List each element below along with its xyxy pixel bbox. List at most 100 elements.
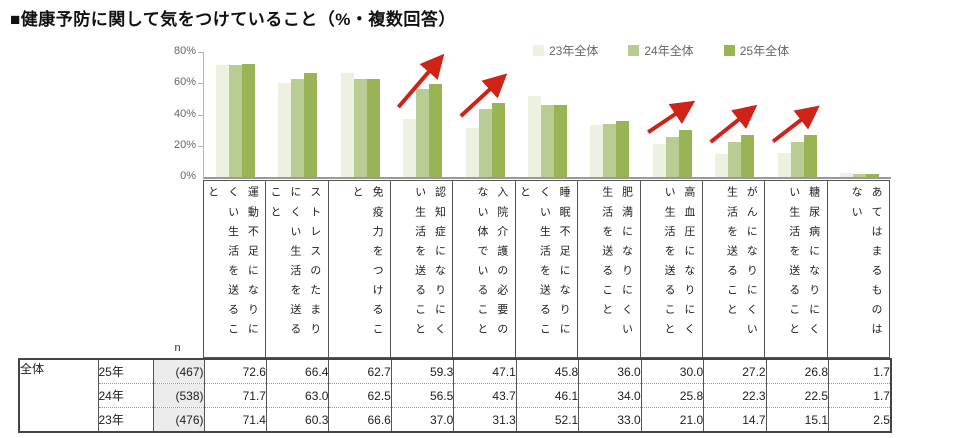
- category-label: 認知症になりにくい生活を送ること: [391, 181, 454, 357]
- table-year-cell: 24年: [97, 383, 153, 408]
- y-axis-tick-label: 40%: [173, 107, 196, 120]
- table-value-cell: 45.8: [515, 359, 579, 384]
- table-value-cell: 26.8: [765, 359, 829, 384]
- bar: [590, 125, 604, 177]
- legend-label: 23年全体: [549, 44, 599, 58]
- bar: [652, 144, 666, 177]
- table-value-cell: 71.4: [203, 407, 267, 432]
- table-value-cell: 27.2: [703, 359, 767, 384]
- bar: [803, 135, 817, 177]
- bar: [366, 79, 380, 177]
- category-label: 睡眠不足になりにくい生活を送ること: [516, 181, 579, 357]
- table-value-cell: 36.0: [578, 359, 642, 384]
- category-label: ストレスのたまりにくい生活を送ること: [266, 181, 329, 357]
- y-axis-tick: [198, 114, 203, 116]
- legend-swatch: [533, 45, 544, 56]
- legend-swatch: [723, 45, 735, 56]
- y-axis-tick: [198, 52, 203, 53]
- table-group-label: 全体: [18, 359, 98, 432]
- table-value-cell: 52.1: [515, 407, 579, 432]
- table-value-cell: 25.8: [640, 383, 704, 408]
- y-axis-tick: [198, 145, 203, 147]
- bar-group: [579, 52, 641, 177]
- table-value-cell: 34.0: [578, 383, 642, 408]
- y-axis-tick-label: 80%: [173, 45, 196, 57]
- n-column-header: n: [174, 342, 181, 354]
- table-value-cell: 63.0: [265, 383, 329, 408]
- bar: [616, 120, 630, 177]
- table-value-cell: 72.6: [203, 359, 267, 384]
- table-value-cell: 31.3: [453, 407, 517, 432]
- bar: [540, 104, 554, 177]
- bar: [866, 174, 880, 177]
- table-value-cell: 59.3: [390, 359, 454, 384]
- table-value-cell: 22.5: [765, 383, 829, 408]
- table-value-cell: 37.0: [390, 407, 454, 432]
- table-value-cell: 33.0: [578, 407, 642, 432]
- category-label: がんになりにくい生活を送ること: [703, 181, 766, 357]
- bar-group: [391, 52, 453, 177]
- table-n-cell: (476): [152, 407, 204, 432]
- table-value-cell: 1.7: [828, 359, 891, 384]
- table-value-cell: 15.1: [765, 407, 829, 432]
- data-table: 全体 25年 (467) 72.6 66.4 62.7 59.3 47.1 45.8 36.0 30…: [18, 358, 892, 433]
- table-value-cell: 60.3: [265, 407, 329, 432]
- table-value-cell: 1.7: [828, 383, 891, 408]
- table-value-cell: 62.7: [328, 359, 392, 384]
- table-n-cell: (538): [152, 383, 204, 408]
- bar-group: [641, 52, 703, 177]
- legend-label: 25年全体: [739, 44, 790, 58]
- chart-plot-area: [203, 52, 891, 179]
- table-year-cell: 25年: [97, 359, 153, 384]
- table-value-cell: 56.5: [390, 383, 454, 408]
- bar: [790, 141, 804, 177]
- bar: [491, 103, 505, 177]
- category-label: 運動不足になりにくい生活を送ること: [204, 181, 267, 357]
- bar-group: [516, 52, 578, 177]
- bar: [291, 78, 305, 177]
- bar: [777, 153, 791, 177]
- table-row: 24年 (538) 71.7 63.0 62.5 56.5 43.7 46.1 34.0 25.8…: [19, 383, 891, 408]
- category-label: 免疫力をつけること: [329, 181, 392, 357]
- bar: [429, 84, 443, 177]
- table-year-cell: 23年: [97, 407, 153, 432]
- bar: [278, 82, 292, 177]
- bar-group: [704, 52, 766, 177]
- table-value-cell: 21.0: [640, 407, 704, 432]
- category-label: 高血圧になりにくい生活を送ること: [641, 181, 703, 357]
- bar: [340, 72, 354, 177]
- chart-legend: 23年全体 24年全体 25年全体: [533, 42, 789, 59]
- bar: [728, 142, 742, 177]
- category-label: あてはまるものはない: [850, 186, 882, 343]
- bar: [553, 105, 567, 177]
- table-value-cell: 62.5: [328, 383, 392, 408]
- table-row: 全体 25年 (467) 72.6 66.4 62.7 59.3 47.1 45.8 36.0 30…: [18, 359, 891, 432]
- y-axis-tick-label: 20%: [173, 138, 196, 151]
- bar-group: [766, 52, 828, 177]
- category-label: 糖尿病になりにくい生活を送ること: [765, 181, 828, 357]
- y-axis-tick-label: 0%: [180, 170, 196, 182]
- legend-swatch: [628, 45, 640, 56]
- bar: [465, 128, 479, 177]
- table-value-cell: 43.7: [453, 383, 517, 408]
- bar: [603, 123, 617, 177]
- bar: [853, 174, 867, 177]
- bar-group: [454, 52, 516, 177]
- category-label: 入院介護の必要のない体でいること: [453, 181, 516, 357]
- table-value-cell: 66.6: [328, 407, 392, 432]
- table-n-cell: (467): [152, 359, 204, 384]
- legend-item: 24年全体: [628, 42, 694, 59]
- table-value-cell: 30.0: [640, 359, 704, 384]
- bar: [215, 65, 229, 177]
- table-value-cell: 47.1: [453, 359, 517, 384]
- table-value-cell: 66.4: [265, 359, 329, 384]
- y-axis-tick: [198, 83, 203, 85]
- bar: [416, 88, 430, 177]
- table-value-cell: 2.5: [828, 407, 891, 432]
- bar: [741, 134, 755, 177]
- bar-group: [329, 52, 391, 177]
- y-axis-tick-label: 60%: [173, 76, 196, 89]
- page-title: ■健康予防に関して気をつけていること（%・複数回答）: [10, 10, 456, 29]
- bar: [715, 154, 729, 177]
- bar: [527, 95, 541, 177]
